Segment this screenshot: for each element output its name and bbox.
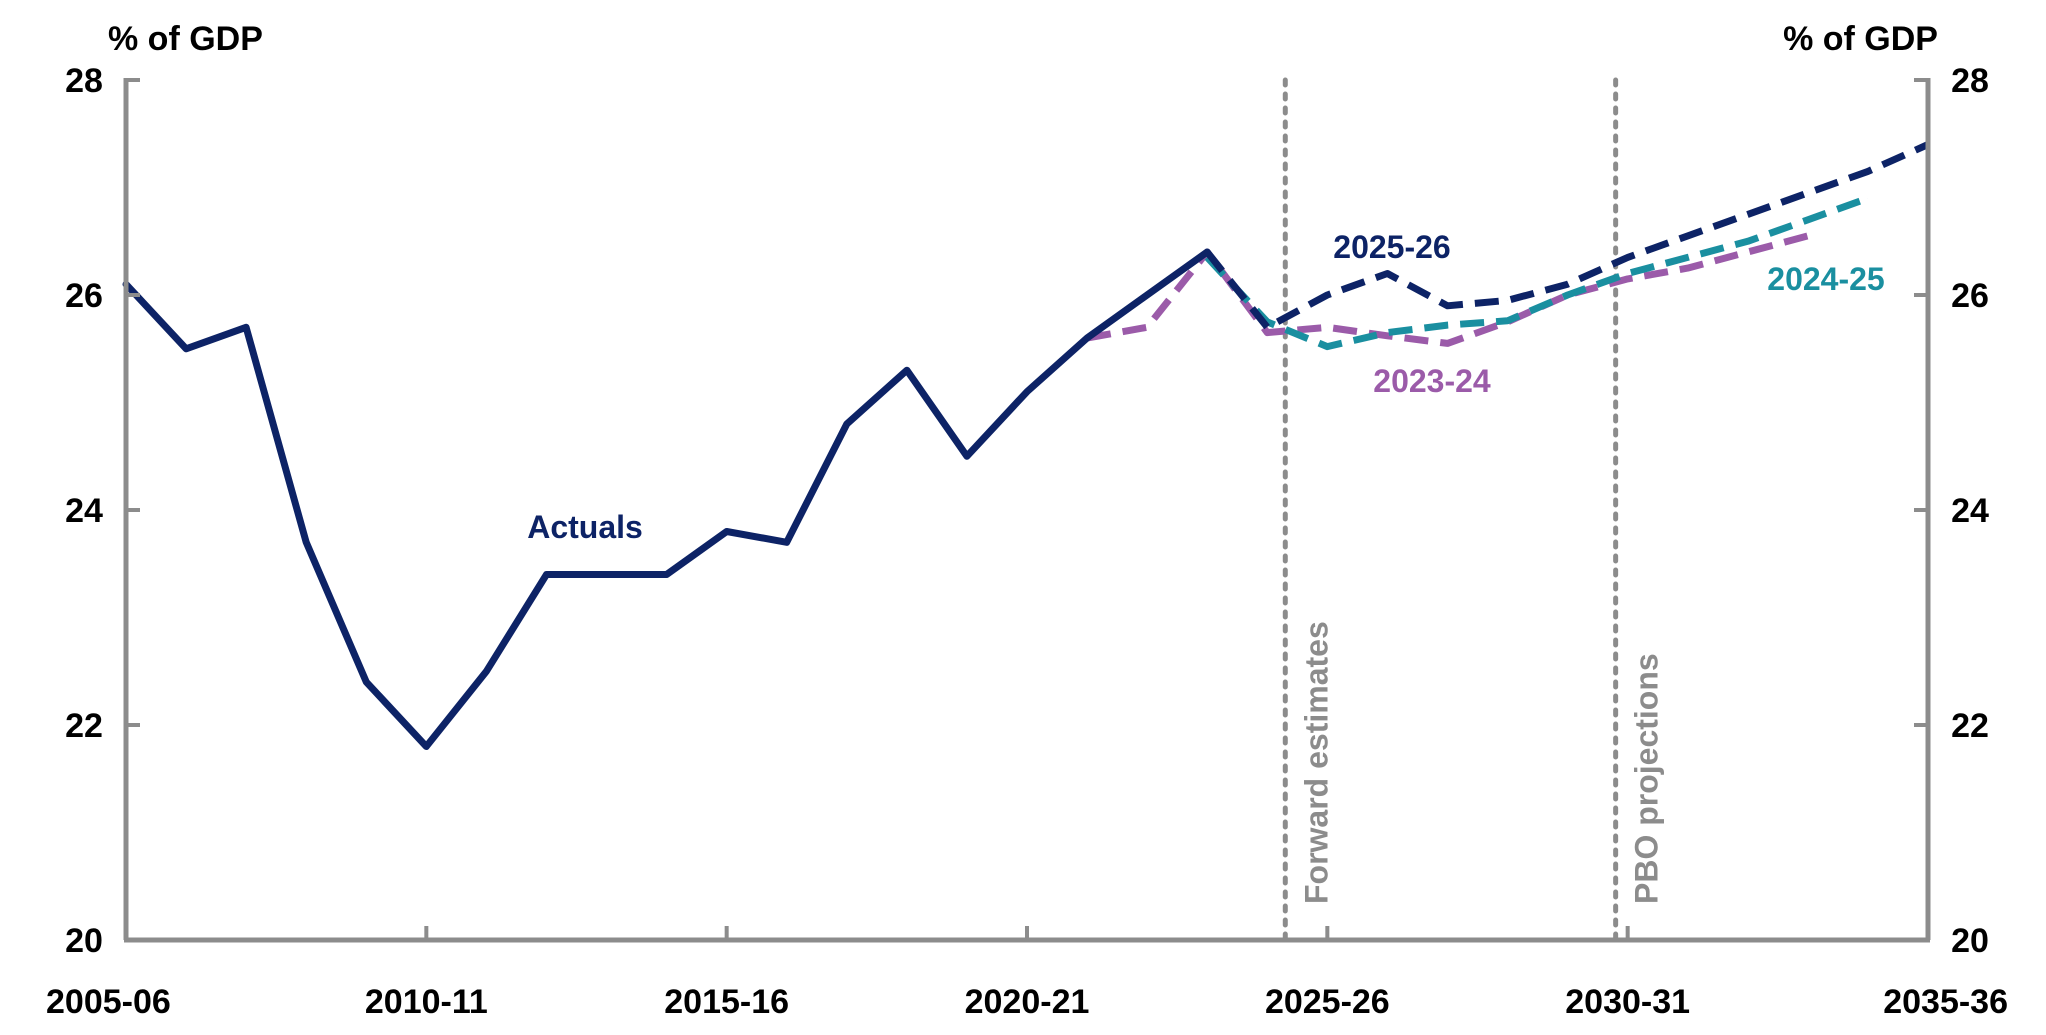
y-tick-label-right: 28 [1951, 62, 1989, 100]
x-tick-label: 2020-21 [965, 983, 1090, 1021]
x-tick-label: 2035-36 [1883, 983, 2008, 1021]
y-tick-label-left: 28 [65, 62, 103, 100]
x-tick-label: 2015-16 [664, 983, 789, 1021]
series-label-Actuals: Actuals [527, 509, 643, 545]
series-label-2024-25: 2024-25 [1767, 261, 1884, 297]
x-tick-label: 2005-06 [46, 983, 171, 1021]
right-axis-unit-label: % of GDP [1783, 20, 1938, 58]
y-tick-label-right: 22 [1951, 707, 1989, 745]
series-label-2025-26: 2025-26 [1333, 229, 1450, 265]
series-line-2025-26 [1204, 141, 1930, 331]
y-tick-label-left: 22 [65, 707, 103, 745]
x-tick-label: 2010-11 [365, 983, 488, 1021]
series-line-Actuals [122, 248, 1211, 750]
x-tick-label: 2025-26 [1265, 983, 1390, 1021]
series-line-2024-25 [1204, 195, 1870, 351]
vertical-marker-label: Forward estimates [1298, 621, 1334, 904]
vertical-marker-label: PBO projections [1629, 653, 1665, 904]
y-tick-label-left: 24 [65, 492, 103, 530]
y-tick-label-right: 20 [1951, 922, 1989, 960]
y-tick-label-right: 26 [1951, 277, 1989, 315]
y-tick-label-left: 20 [65, 922, 103, 960]
series-label-2023-24: 2023-24 [1373, 363, 1491, 399]
y-tick-label-left: 26 [65, 277, 103, 315]
left-axis-unit-label: % of GDP [108, 20, 263, 58]
y-tick-label-right: 24 [1951, 492, 1989, 530]
x-tick-label: 2030-31 [1565, 983, 1690, 1021]
